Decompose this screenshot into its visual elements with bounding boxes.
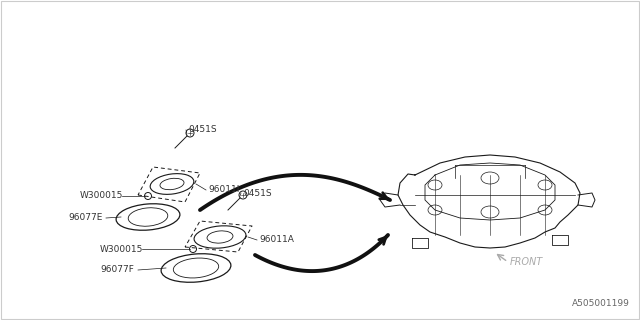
Text: 96011I: 96011I — [208, 186, 239, 195]
Text: 0451S: 0451S — [188, 125, 216, 134]
Text: FRONT: FRONT — [510, 257, 543, 267]
Text: W300015: W300015 — [100, 244, 143, 253]
Text: 96077F: 96077F — [100, 266, 134, 275]
Text: 96011A: 96011A — [259, 236, 294, 244]
Text: W300015: W300015 — [80, 191, 124, 201]
Text: 0451S: 0451S — [243, 188, 271, 197]
Text: A505001199: A505001199 — [572, 299, 630, 308]
Text: 96077E: 96077E — [68, 213, 102, 222]
